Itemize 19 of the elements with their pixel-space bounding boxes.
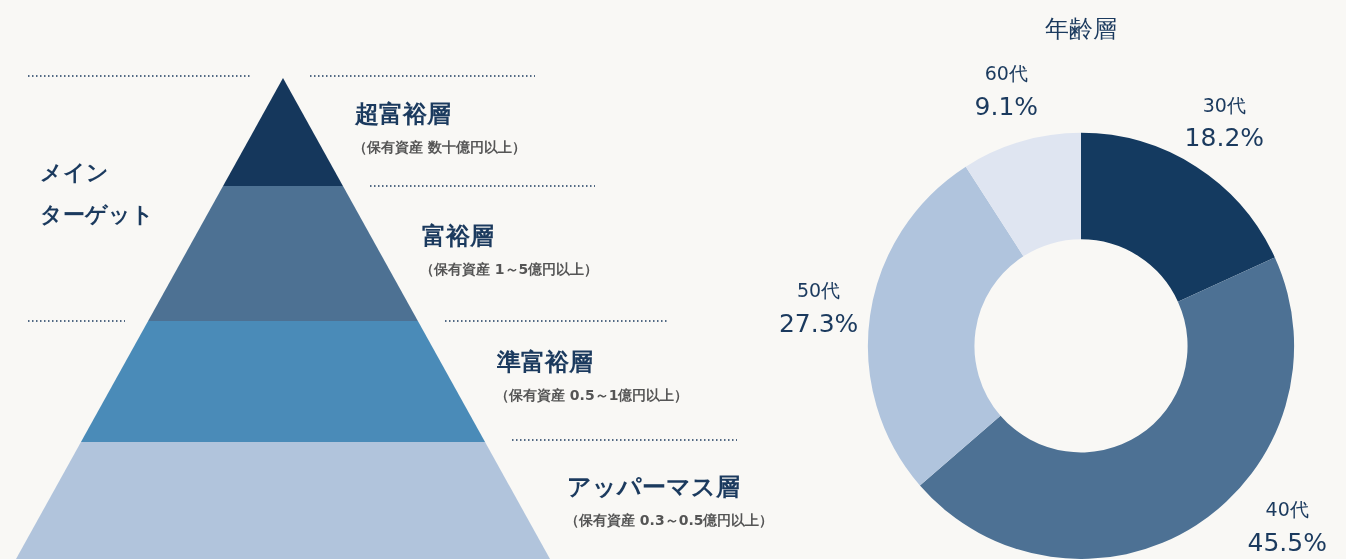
text: （保有資産 0.3～0.5億円以上） <box>565 512 774 530</box>
text: （保有資産 数十億円以上） <box>353 139 526 157</box>
data-label: 27.3% <box>778 308 859 338</box>
slice-label: 40代 <box>1265 497 1309 520</box>
data-label: 18.2% <box>1184 123 1265 153</box>
slice-label: 60代 <box>984 62 1028 85</box>
slice-label: 30代 <box>1202 93 1246 116</box>
data-label: 45.5% <box>1247 527 1327 557</box>
text: ターゲット <box>40 201 154 229</box>
text: （保有資産 1～5億円以上） <box>420 261 599 279</box>
category-label: 準富裕層 <box>497 347 593 378</box>
data-label: 9.1% <box>974 92 1039 122</box>
text: メイン <box>40 159 109 187</box>
chart-title: 年齢層 <box>1045 14 1117 43</box>
text: （保有資産 0.5～1億円以上） <box>495 387 689 405</box>
category-label: アッパーマス層 <box>567 472 740 503</box>
category-label: 超富裕層 <box>355 99 451 130</box>
slice-label: 50代 <box>797 279 841 302</box>
category-label: 富裕層 <box>422 221 494 252</box>
